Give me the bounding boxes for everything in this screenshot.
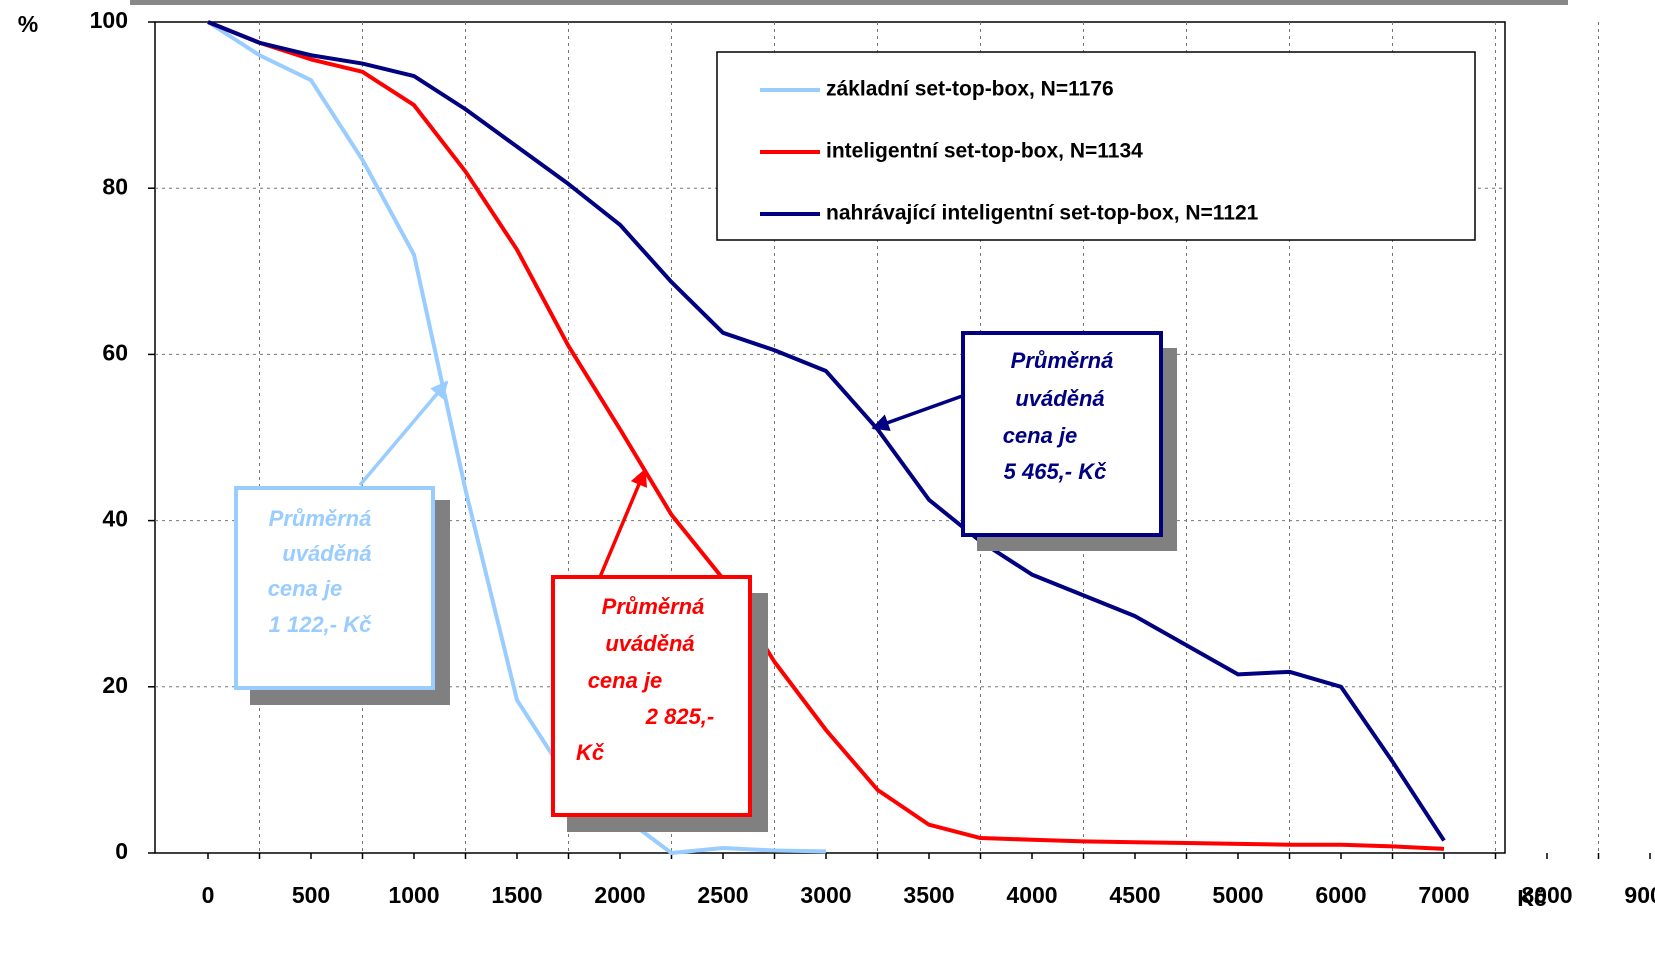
annotation-arrow [871,393,966,431]
annotation-text: Průměrná [269,506,372,531]
x-tick-label: 4000 [1006,882,1057,908]
y-tick-label: 0 [115,838,128,864]
annotation-text: 1 122,- Kč [269,612,372,637]
annotation-box [234,486,435,690]
annotation-text: uváděná [1015,386,1104,411]
x-tick-label: 6000 [1315,882,1366,908]
legend [716,51,1476,241]
legend-label: základní set-top-box, N=1176 [826,78,1114,101]
annotation-text: 5 465,- Kč [1004,459,1107,484]
x-tick-label: 2500 [697,882,748,908]
y-tick-label: 20 [102,672,128,698]
annotation-text: cena je [268,576,343,601]
x-tick-label: 3500 [903,882,954,908]
y-tick-label: 60 [102,339,128,365]
x-tick-label: 5000 [1212,882,1263,908]
y-tick-label: 80 [102,173,128,199]
x-axis-label: Kč [1517,885,1547,911]
annotation-text: uváděná [605,631,694,656]
legend-label: inteligentní set-top-box, N=1134 [826,140,1143,163]
y-tick-label: 40 [102,506,128,532]
x-tick-label: 7000 [1418,882,1469,908]
annotation-arrow [598,468,647,578]
x-tick-label: 500 [292,882,330,908]
annotation-text: 2 825,- [645,704,715,729]
annotation-text: cena je [588,668,663,693]
y-tick-label: 100 [90,7,128,33]
x-tick-label: 3000 [800,882,851,908]
x-tick-label: 0 [202,882,215,908]
annotation-text: Kč [576,740,605,765]
x-tick-label: 9000 [1624,882,1655,908]
annotation-arrow [358,380,449,487]
x-tick-label: 8000 [1521,882,1572,908]
annotation-text: uváděná [282,541,371,566]
x-tick-label: 4500 [1109,882,1160,908]
series-line [206,20,827,855]
legend-label: nahrávající inteligentní set-top-box, N=… [826,202,1259,225]
series-line [207,20,1446,842]
plot-area [154,21,1506,854]
y-axis-label: % [18,11,38,37]
top-bar [130,0,1568,5]
annotation-box [961,331,1163,537]
annotation-text: Průměrná [602,594,705,619]
x-tick-label: 1000 [388,882,439,908]
annotation-text: Průměrná [1011,348,1114,373]
series-line [207,20,1445,851]
annotation-box [551,575,752,817]
x-tick-label: 1500 [491,882,542,908]
annotation-text: cena je [1003,423,1078,448]
x-tick-label: 2000 [594,882,645,908]
